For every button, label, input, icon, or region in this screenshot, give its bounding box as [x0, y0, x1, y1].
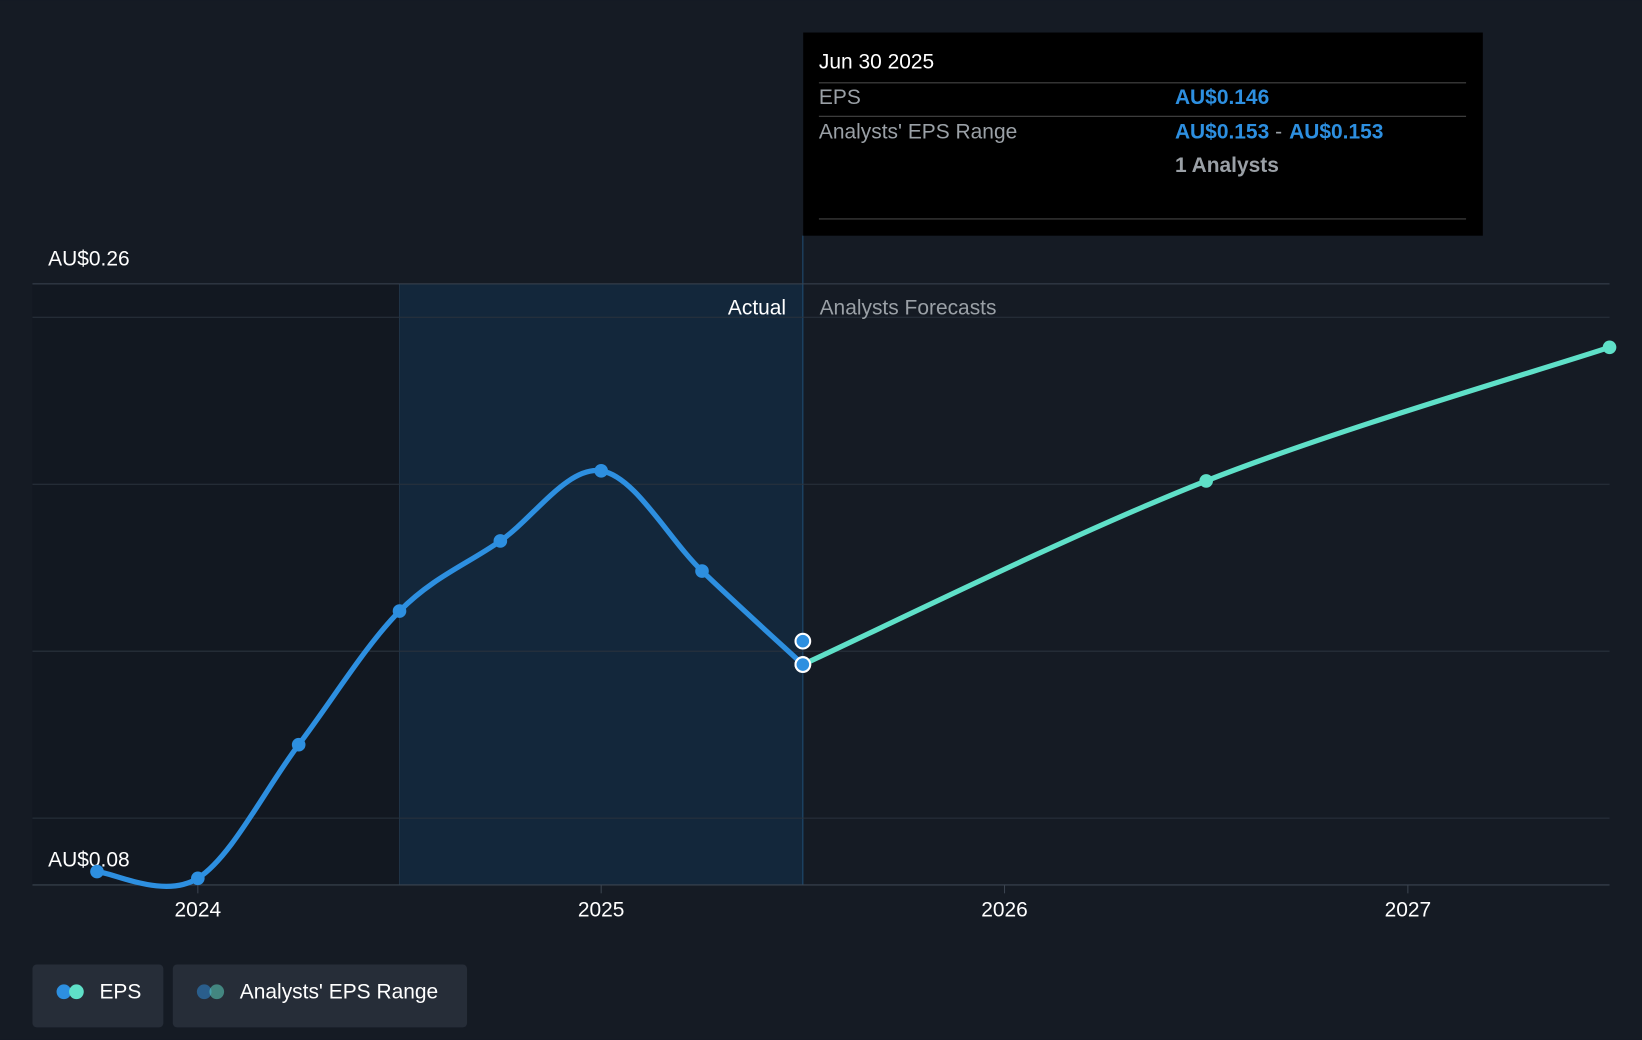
legend-dot	[69, 984, 84, 1000]
actual-label: Actual	[728, 297, 786, 320]
line	[94, 468, 806, 889]
point	[493, 534, 508, 548]
point	[695, 564, 709, 578]
tooltip-value: AU$0.153	[1289, 121, 1383, 144]
tooltip-value: AU$0.153	[1175, 121, 1269, 144]
y-tick-label: AU$0.08	[48, 848, 129, 871]
point	[1199, 474, 1213, 488]
point	[191, 871, 205, 886]
point	[90, 864, 104, 879]
legend-dot	[56, 984, 72, 1000]
point	[392, 604, 407, 618]
x-tick-label: 2024	[175, 899, 222, 922]
legend-item[interactable]	[32, 964, 164, 1028]
legend-dot	[209, 984, 225, 1000]
tooltip-box	[803, 32, 1483, 236]
legend-label: EPS	[99, 980, 141, 1003]
legend-item[interactable]	[172, 964, 468, 1028]
actual-region	[399, 283, 803, 885]
legend-label: Analysts' EPS Range	[240, 980, 438, 1003]
x-tick-label: 2025	[578, 899, 625, 922]
point	[1602, 340, 1617, 355]
y-tick-label: AU$0.26	[48, 247, 129, 270]
x-tick-label: 2026	[981, 899, 1028, 922]
forecast-label: Analysts Forecasts	[820, 297, 997, 320]
point	[594, 464, 608, 478]
tooltip-separator: -	[1275, 121, 1282, 144]
point	[291, 737, 306, 752]
tooltip: Jun 30 2025 EPS AU$0.146 Analysts' EPS R…	[803, 32, 1483, 236]
tooltip-value: AU$0.146	[1175, 86, 1269, 109]
legend: EPS Analysts' EPS Range	[32, 964, 468, 1028]
tooltip-label: EPS	[819, 86, 861, 109]
tooltip-label: Analysts' EPS Range	[819, 121, 1017, 144]
legend-dot	[196, 984, 212, 1000]
plot-area: AU$0.26 AU$0.08 2024 2025 2026 2027 Actual Anal…	[32, 235, 1617, 922]
point	[794, 632, 812, 650]
tooltip-date: Jun 30 2025	[819, 50, 934, 73]
x-tick-label: 2027	[1385, 899, 1432, 922]
tooltip-analysts: 1 Analysts	[1175, 154, 1279, 177]
past-region	[32, 283, 400, 885]
point	[794, 656, 812, 673]
